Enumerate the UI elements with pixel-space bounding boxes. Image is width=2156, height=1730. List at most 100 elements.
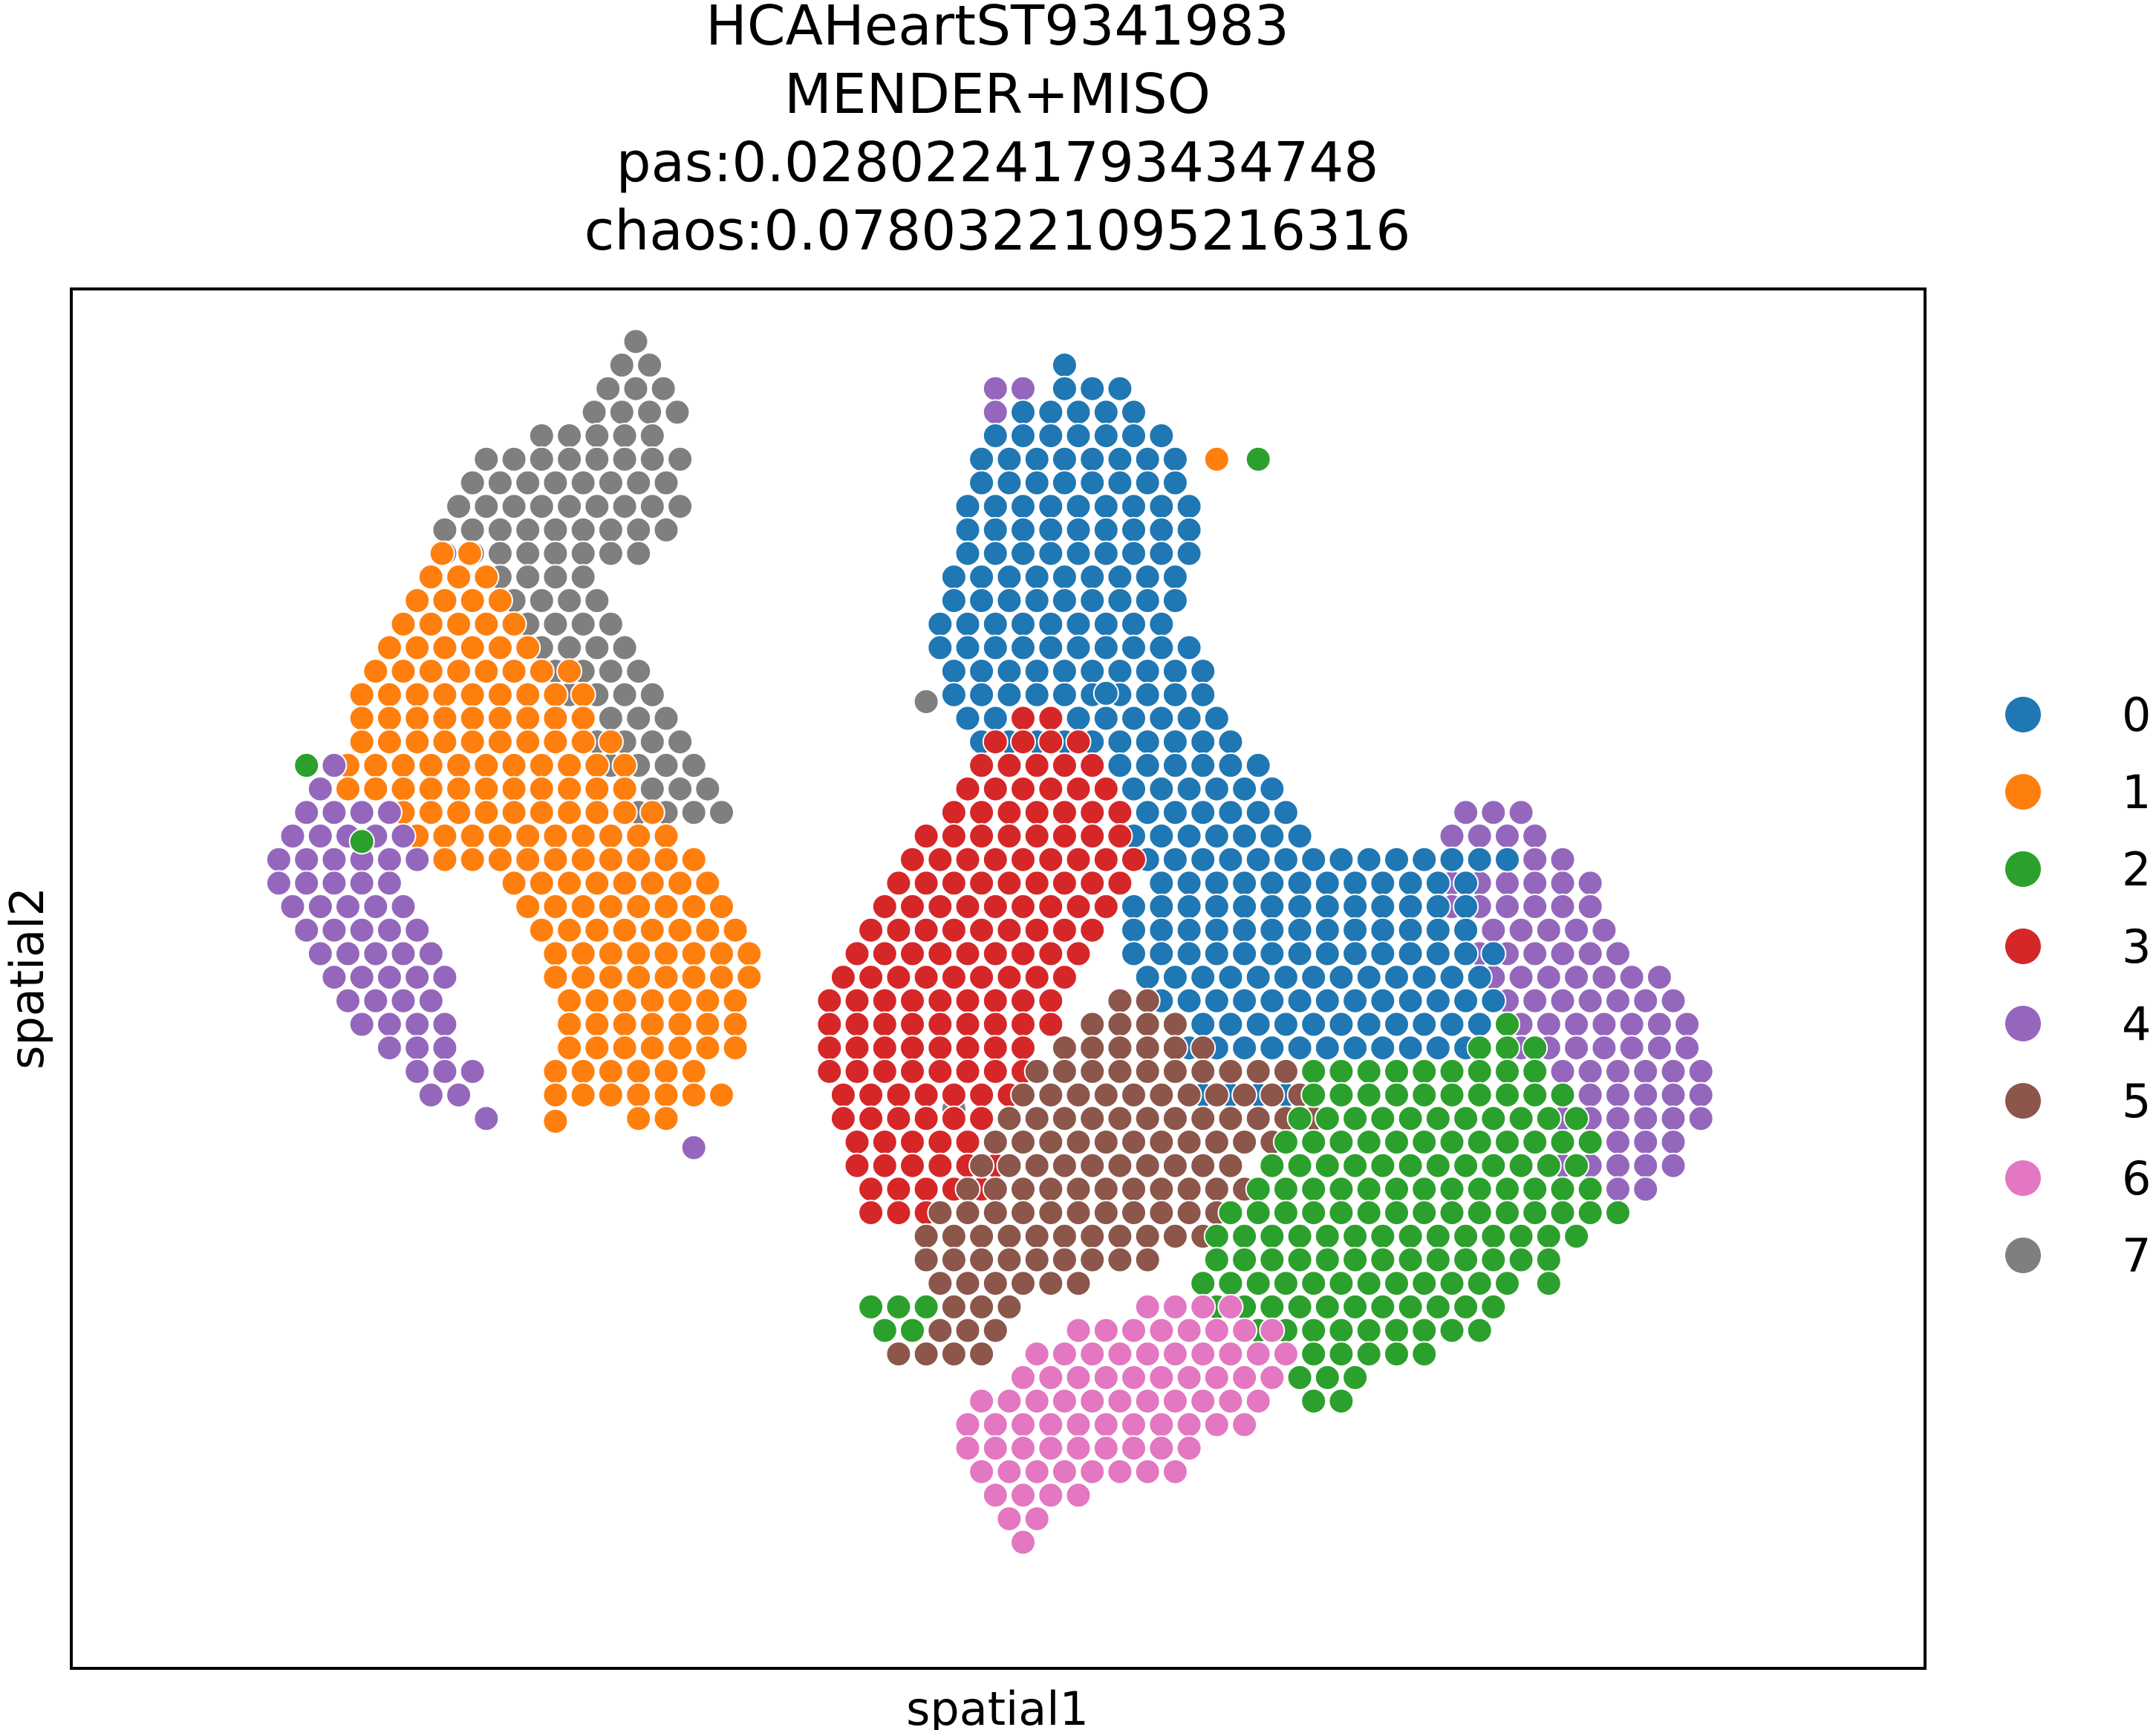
- point-cluster-0: [1121, 775, 1147, 802]
- point-cluster-5: [1121, 1082, 1147, 1108]
- point-cluster-0: [1065, 540, 1092, 567]
- point-cluster-6: [1065, 1435, 1092, 1462]
- point-cluster-4: [446, 1082, 472, 1108]
- point-cluster-0: [1328, 1011, 1355, 1038]
- point-cluster-5: [1217, 1058, 1244, 1084]
- point-cluster-5: [1245, 1105, 1271, 1132]
- point-cluster-4: [1439, 823, 1465, 849]
- point-cluster-5: [1190, 1152, 1217, 1179]
- point-cluster-3: [927, 1035, 954, 1061]
- point-cluster-3: [1038, 705, 1064, 732]
- point-cluster-0: [1397, 870, 1424, 897]
- point-cluster-3: [1079, 917, 1106, 943]
- point-cluster-3: [968, 1105, 995, 1132]
- point-cluster-0: [1134, 729, 1161, 755]
- point-cluster-1: [362, 752, 389, 778]
- point-cluster-5: [1051, 1058, 1078, 1084]
- point-cluster-0: [1397, 917, 1424, 943]
- point-cluster-1: [473, 564, 500, 591]
- point-cluster-0: [1107, 729, 1133, 755]
- point-cluster-0: [1342, 940, 1369, 967]
- point-cluster-5: [954, 1270, 981, 1297]
- point-cluster-0: [982, 423, 1009, 449]
- point-cluster-2: [1384, 1176, 1410, 1203]
- point-cluster-6: [1148, 1435, 1175, 1462]
- point-cluster-5: [1079, 1035, 1106, 1061]
- point-cluster-2: [1466, 1176, 1493, 1203]
- point-cluster-4: [307, 894, 333, 920]
- point-cluster-4: [1605, 1129, 1631, 1155]
- point-cluster-4: [1632, 1176, 1659, 1203]
- point-cluster-0: [1023, 588, 1050, 614]
- point-cluster-4: [1577, 1082, 1603, 1108]
- point-cluster-2: [1272, 1270, 1299, 1297]
- point-cluster-0: [1453, 987, 1479, 1014]
- point-cluster-2: [1245, 446, 1271, 472]
- point-cluster-3: [982, 1011, 1009, 1038]
- point-cluster-1: [431, 846, 458, 873]
- point-cluster-2: [1424, 1293, 1451, 1320]
- point-cluster-1: [431, 705, 458, 732]
- point-cluster-2: [1397, 1293, 1424, 1320]
- point-cluster-2: [1300, 1129, 1327, 1155]
- point-cluster-0: [1065, 493, 1092, 520]
- point-cluster-0: [1121, 399, 1147, 426]
- point-cluster-1: [515, 894, 541, 920]
- point-cluster-0: [1342, 987, 1369, 1014]
- point-cluster-5: [1038, 1176, 1064, 1203]
- point-cluster-0: [1314, 870, 1341, 897]
- point-cluster-2: [1577, 1200, 1603, 1226]
- point-cluster-0: [1411, 846, 1438, 873]
- point-cluster-2: [1259, 1246, 1286, 1273]
- point-cluster-0: [1424, 894, 1451, 920]
- point-cluster-4: [404, 1058, 431, 1084]
- point-cluster-0: [1038, 516, 1064, 543]
- point-cluster-0: [1121, 634, 1147, 661]
- point-cluster-3: [899, 846, 925, 873]
- point-cluster-4: [1605, 1176, 1631, 1203]
- point-cluster-1: [417, 564, 444, 591]
- point-cluster-7: [431, 516, 458, 543]
- point-cluster-5: [1162, 1105, 1188, 1132]
- point-cluster-4: [1618, 1035, 1645, 1061]
- point-cluster-5: [1134, 1223, 1161, 1249]
- point-cluster-0: [1411, 964, 1438, 991]
- point-cluster-5: [1148, 1200, 1175, 1226]
- point-cluster-7: [639, 446, 665, 472]
- point-cluster-4: [1632, 987, 1659, 1014]
- point-cluster-6: [1038, 1365, 1064, 1391]
- point-cluster-3: [1010, 775, 1036, 802]
- point-cluster-1: [528, 870, 555, 897]
- point-cluster-0: [1480, 987, 1507, 1014]
- point-cluster-3: [1038, 940, 1064, 967]
- point-cluster-5: [1190, 1058, 1217, 1084]
- point-cluster-1: [556, 917, 583, 943]
- point-cluster-3: [913, 1176, 939, 1203]
- point-cluster-1: [501, 658, 527, 685]
- point-cluster-1: [653, 940, 680, 967]
- point-cluster-7: [625, 540, 652, 567]
- point-cluster-2: [1522, 1058, 1548, 1084]
- point-cluster-2: [1453, 1223, 1479, 1249]
- point-cluster-0: [1121, 423, 1147, 449]
- point-cluster-1: [459, 634, 486, 661]
- point-cluster-6: [1148, 1365, 1175, 1391]
- point-cluster-3: [982, 775, 1009, 802]
- point-cluster-0: [1121, 940, 1147, 967]
- point-cluster-2: [1300, 1388, 1327, 1414]
- point-cluster-0: [1203, 870, 1230, 897]
- point-cluster-1: [542, 1082, 569, 1108]
- point-cluster-4: [1660, 1152, 1687, 1179]
- point-cluster-2: [1535, 1246, 1562, 1273]
- point-cluster-3: [1092, 894, 1119, 920]
- point-cluster-2: [1342, 1293, 1369, 1320]
- point-cluster-1: [611, 987, 638, 1014]
- point-cluster-0: [1010, 516, 1036, 543]
- point-cluster-1: [709, 894, 735, 920]
- point-cluster-6: [1107, 1458, 1133, 1485]
- point-cluster-0: [968, 681, 995, 708]
- legend-label-5: 5: [2122, 1074, 2151, 1128]
- point-cluster-1: [667, 870, 694, 897]
- point-cluster-2: [1355, 1317, 1382, 1344]
- point-cluster-0: [927, 611, 954, 637]
